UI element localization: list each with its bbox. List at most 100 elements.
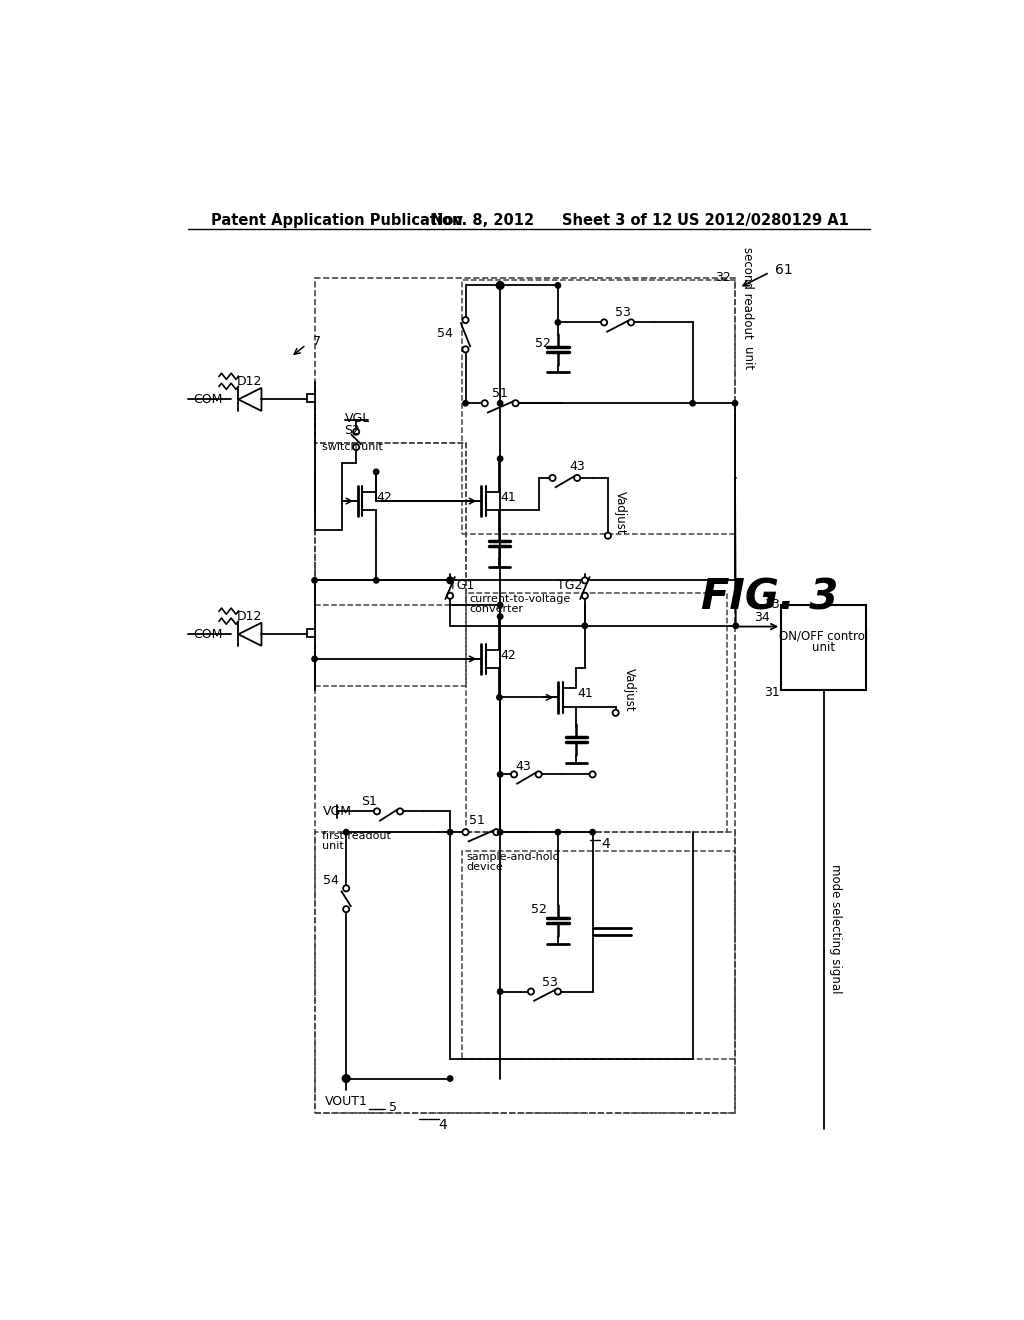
Text: TG1: TG1 xyxy=(449,579,474,593)
Circle shape xyxy=(481,400,487,407)
Circle shape xyxy=(582,593,588,599)
Bar xyxy=(315,444,466,605)
Circle shape xyxy=(733,623,738,628)
Text: 52: 52 xyxy=(535,337,551,350)
Circle shape xyxy=(498,602,503,607)
Circle shape xyxy=(447,1076,453,1081)
Text: 52: 52 xyxy=(530,903,547,916)
Text: US 2012/0280129 A1: US 2012/0280129 A1 xyxy=(677,213,849,227)
Text: 32: 32 xyxy=(716,271,731,284)
Circle shape xyxy=(374,469,379,474)
Circle shape xyxy=(343,906,349,912)
Text: COM: COM xyxy=(193,393,222,407)
Text: VGM: VGM xyxy=(323,805,351,818)
Circle shape xyxy=(601,319,607,326)
Circle shape xyxy=(590,829,595,834)
Circle shape xyxy=(463,400,468,407)
Circle shape xyxy=(528,989,535,995)
Circle shape xyxy=(498,400,503,407)
Text: 4: 4 xyxy=(438,1118,446,1131)
Text: 51: 51 xyxy=(493,387,508,400)
Circle shape xyxy=(447,578,453,583)
Text: 41: 41 xyxy=(577,686,593,700)
Text: unit: unit xyxy=(741,347,754,370)
Circle shape xyxy=(447,577,454,583)
Text: 61: 61 xyxy=(774,263,793,277)
Text: COM: COM xyxy=(193,628,222,640)
Text: 31: 31 xyxy=(764,685,779,698)
Circle shape xyxy=(690,400,695,407)
Text: unit: unit xyxy=(812,640,836,653)
Text: Nov. 8, 2012: Nov. 8, 2012 xyxy=(431,213,534,227)
Text: 53: 53 xyxy=(543,975,558,989)
Text: Vadjust: Vadjust xyxy=(624,668,636,711)
Circle shape xyxy=(447,593,454,599)
Bar xyxy=(315,277,735,1113)
Circle shape xyxy=(555,282,560,288)
Text: sample-and-hold: sample-and-hold xyxy=(466,851,560,862)
Circle shape xyxy=(463,829,469,836)
Circle shape xyxy=(343,886,349,891)
Circle shape xyxy=(498,614,503,619)
Text: 34: 34 xyxy=(754,611,770,624)
Circle shape xyxy=(582,577,588,583)
Text: D12: D12 xyxy=(238,375,262,388)
Text: Patent Application Publication: Patent Application Publication xyxy=(211,213,463,227)
Text: 7: 7 xyxy=(313,335,321,348)
Text: 5: 5 xyxy=(388,1101,396,1114)
Text: 43: 43 xyxy=(515,760,531,774)
Text: 51: 51 xyxy=(469,814,485,828)
Circle shape xyxy=(463,317,469,323)
Circle shape xyxy=(574,475,581,480)
Text: VOUT1: VOUT1 xyxy=(325,1096,368,1109)
Text: unit: unit xyxy=(322,841,343,851)
Circle shape xyxy=(497,694,502,700)
Circle shape xyxy=(583,623,588,628)
Circle shape xyxy=(312,578,317,583)
Circle shape xyxy=(353,444,359,450)
Text: converter: converter xyxy=(469,603,523,614)
Text: Vadjust: Vadjust xyxy=(614,491,627,535)
Bar xyxy=(462,280,735,535)
Text: 42: 42 xyxy=(377,491,392,504)
Text: D12: D12 xyxy=(238,610,262,623)
Circle shape xyxy=(342,1074,350,1082)
Circle shape xyxy=(312,656,317,661)
Circle shape xyxy=(536,771,542,777)
Circle shape xyxy=(498,455,503,462)
Text: second readout: second readout xyxy=(741,247,754,339)
Circle shape xyxy=(498,989,503,994)
Text: S1: S1 xyxy=(361,795,377,808)
Circle shape xyxy=(498,829,503,834)
Bar xyxy=(462,851,735,1059)
Text: switch unit: switch unit xyxy=(322,442,382,453)
Text: Sheet 3 of 12: Sheet 3 of 12 xyxy=(562,213,672,227)
Circle shape xyxy=(555,989,561,995)
Circle shape xyxy=(550,475,556,480)
Circle shape xyxy=(497,281,504,289)
Circle shape xyxy=(605,532,611,539)
Bar xyxy=(781,605,866,689)
Text: current-to-voltage: current-to-voltage xyxy=(469,594,570,603)
Bar xyxy=(466,594,727,832)
Text: 43: 43 xyxy=(569,459,585,473)
Text: 33: 33 xyxy=(764,598,779,611)
Text: VGL: VGL xyxy=(345,412,370,425)
Circle shape xyxy=(590,771,596,777)
Bar xyxy=(315,444,466,686)
Circle shape xyxy=(555,829,560,834)
Text: first readout: first readout xyxy=(322,832,390,841)
Circle shape xyxy=(353,429,359,434)
Circle shape xyxy=(511,771,517,777)
Circle shape xyxy=(732,400,737,407)
Text: device: device xyxy=(466,862,503,871)
Circle shape xyxy=(343,829,349,834)
Circle shape xyxy=(494,829,500,836)
Text: 54: 54 xyxy=(323,874,339,887)
Circle shape xyxy=(612,710,618,715)
Text: 54: 54 xyxy=(437,327,453,341)
Text: TG2: TG2 xyxy=(557,579,583,593)
Text: FIG. 3: FIG. 3 xyxy=(701,577,839,618)
Circle shape xyxy=(397,808,403,814)
Bar xyxy=(315,832,735,1113)
